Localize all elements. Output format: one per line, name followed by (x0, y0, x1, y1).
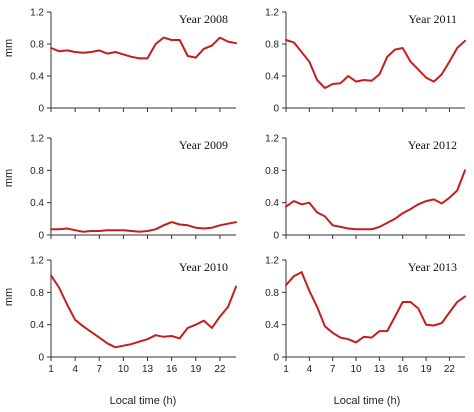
panel-5: 0 0.4 0.8 1.2 1 4 7 10 13 16 19 22 Year 2010 (30, 256, 237, 375)
x-tick-label: 19 (421, 364, 433, 375)
panel-title: Year 2010 (179, 260, 228, 274)
panel-title: Year 2011 (408, 12, 457, 26)
y-tick-label: 0.4 (30, 198, 44, 209)
panel-title: Year 2009 (179, 138, 228, 152)
y-axis-label-middle: mm (3, 169, 15, 187)
panel-6: 0 0.4 0.8 1.2 1 4 7 10 13 16 19 22 Year 2013 (265, 256, 466, 375)
y-tick-label: 0.8 (30, 40, 44, 51)
panel-4: 0 0.4 0.8 1.2 Year 2012 (265, 134, 466, 242)
series-line (285, 271, 466, 344)
y-tick-label: 0 (273, 231, 279, 242)
series-line (285, 39, 466, 89)
series-line (50, 274, 237, 349)
y-tick-label: 0.8 (30, 166, 44, 177)
y-tick-label: 1.2 (30, 134, 44, 145)
panel-2: 0 0.4 0.8 1.2 Year 2011 (265, 8, 466, 115)
panel-title: Year 2012 (408, 138, 457, 152)
y-tick-label: 1.2 (30, 8, 44, 19)
x-tick-label: 7 (96, 364, 102, 375)
x-tick-label: 1 (48, 364, 54, 375)
y-tick-label: 1.2 (265, 256, 279, 267)
x-tick-label: 4 (72, 364, 78, 375)
y-tick-label: 1.2 (265, 8, 279, 19)
x-tick-label: 4 (307, 364, 313, 375)
x-tick-label: 22 (444, 364, 456, 375)
y-tick-label: 0 (273, 104, 279, 115)
x-tick-label: 10 (118, 364, 130, 375)
y-tick-label: 1.2 (30, 256, 44, 267)
y-tick-label: 0.4 (30, 72, 44, 83)
panel-1: 0 0.4 0.8 1.2 Year 2008 (30, 8, 237, 115)
x-tick-label: 22 (214, 364, 226, 375)
series-line (50, 36, 237, 60)
y-tick-label: 0.4 (265, 320, 279, 331)
x-tick-label: 7 (330, 364, 336, 375)
series-line (285, 169, 466, 231)
panel-title: Year 2008 (179, 12, 228, 26)
series-line (50, 221, 237, 233)
panel-title: Year 2013 (408, 260, 457, 274)
y-tick-label: 0.4 (265, 72, 279, 83)
y-tick-label: 0.8 (265, 40, 279, 51)
y-tick-label: 0 (38, 353, 44, 364)
y-tick-label: 0.4 (30, 320, 44, 331)
y-tick-label: 0.4 (265, 198, 279, 209)
x-axis-label-right: Local time (h) (334, 395, 401, 407)
x-tick-label: 16 (166, 364, 178, 375)
y-axis-label-top: mm (3, 39, 15, 57)
x-tick-label: 10 (350, 364, 362, 375)
y-tick-label: 0 (38, 231, 44, 242)
x-tick-label: 16 (397, 364, 409, 375)
y-tick-label: 0.8 (30, 288, 44, 299)
panel-3: 0 0.4 0.8 1.2 Year 2009 (30, 134, 237, 242)
x-tick-label: 19 (190, 364, 202, 375)
x-tick-label: 13 (374, 364, 386, 375)
y-tick-label: 0 (38, 104, 44, 115)
x-axis-label-left: Local time (h) (110, 395, 177, 407)
y-axis-label-bottom: mm (3, 288, 15, 306)
y-tick-label: 1.2 (265, 134, 279, 145)
y-tick-label: 0 (273, 353, 279, 364)
y-tick-label: 0.8 (265, 166, 279, 177)
x-tick-label: 13 (142, 364, 154, 375)
x-tick-label: 1 (283, 364, 289, 375)
y-tick-label: 0.8 (265, 288, 279, 299)
